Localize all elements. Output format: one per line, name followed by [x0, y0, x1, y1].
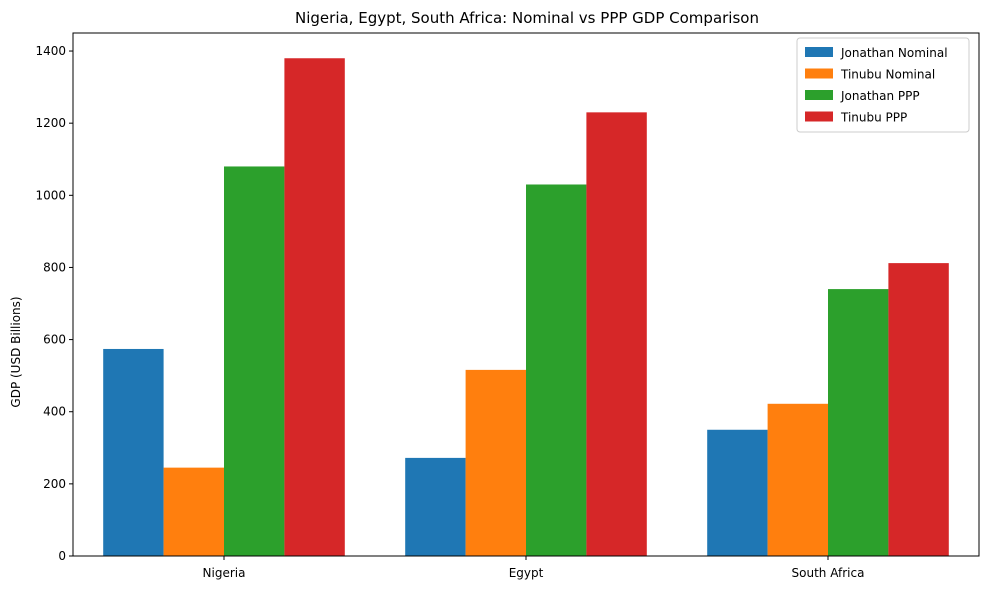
y-tick-label: 200: [43, 477, 66, 491]
y-tick-label: 1200: [35, 116, 66, 130]
bar: [284, 58, 345, 556]
y-tick-label: 1400: [35, 44, 66, 58]
y-tick-label: 800: [43, 260, 66, 274]
bar: [103, 348, 164, 556]
x-tick-label: Egypt: [509, 566, 544, 580]
bar: [586, 112, 647, 556]
bar: [828, 289, 889, 556]
bar: [526, 184, 587, 557]
x-axis: Nigeria Egypt South Africa: [203, 556, 865, 580]
y-axis-label: GDP (USD Billions): [9, 296, 23, 407]
x-tick-label: South Africa: [792, 566, 865, 580]
bar: [163, 467, 224, 556]
y-tick-label: 1000: [35, 188, 66, 202]
y-tick-label: 600: [43, 333, 66, 347]
x-tick-label: Nigeria: [203, 566, 246, 580]
plot-area: [72, 32, 980, 557]
bar: [405, 457, 466, 556]
y-tick-label: 0: [58, 549, 66, 563]
legend-swatch: [805, 47, 833, 57]
legend-swatch: [805, 68, 833, 79]
legend-label: Jonathan Nominal: [840, 46, 948, 60]
legend-swatch: [805, 111, 833, 122]
legend-swatch: [805, 90, 833, 100]
legend: Jonathan Nominal Tinubu Nominal Jonathan P…: [796, 37, 970, 133]
legend-label: Tinubu PPP: [840, 111, 907, 125]
bar: [888, 263, 949, 556]
bar: [707, 429, 768, 556]
y-axis: 0 200 400 600 800 1000 1200 1400: [35, 44, 73, 563]
chart-title: Nigeria, Egypt, South Africa: Nominal vs…: [295, 9, 759, 27]
legend-label: Tinubu Nominal: [840, 68, 935, 82]
bar: [465, 369, 526, 556]
legend-box: [796, 37, 970, 133]
bar: [224, 166, 285, 556]
bar: [767, 403, 828, 556]
legend-label: Jonathan PPP: [840, 89, 920, 103]
y-tick-label: 400: [43, 405, 66, 419]
